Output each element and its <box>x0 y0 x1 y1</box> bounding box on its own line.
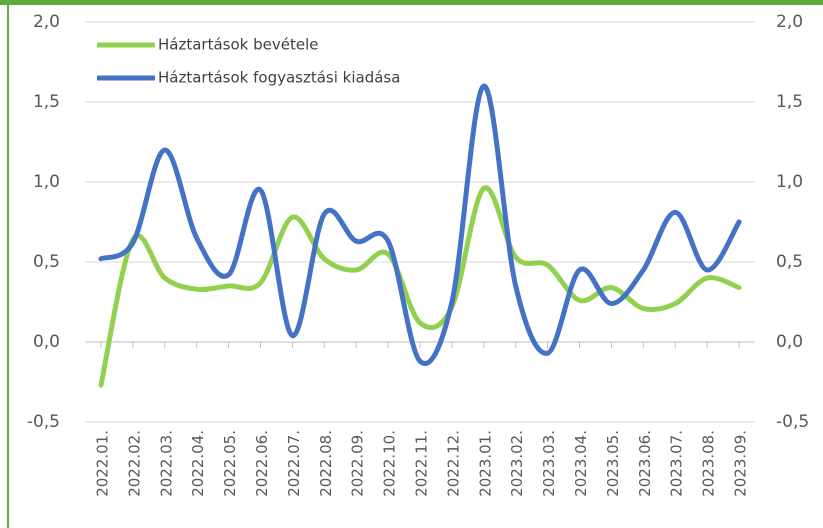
x-tick-label: 2023.09. <box>732 430 750 497</box>
left-border <box>7 0 9 528</box>
x-tick-label: 2023.01. <box>476 430 494 497</box>
y2-tick-label: 1,0 <box>776 172 803 192</box>
series-line <box>98 185 742 388</box>
x-tick-label: 2022.10. <box>381 430 399 497</box>
x-tick-label: 2022.01. <box>93 430 111 497</box>
x-tick-label: 2022.03. <box>157 430 175 497</box>
top-border <box>0 0 823 5</box>
y-tick-label: 1,0 <box>33 172 60 192</box>
y2-tick-label: 0,0 <box>776 332 803 352</box>
x-tick-label: 2022.12. <box>444 430 462 497</box>
x-tick-label: 2022.05. <box>221 430 239 497</box>
y2-tick-label: -0,5 <box>776 412 809 432</box>
x-tick-label: 2023.06. <box>636 430 654 497</box>
y-tick-label: 2,0 <box>33 12 60 32</box>
y-tick-label: 1,5 <box>33 92 60 112</box>
y2-tick-label: 2,0 <box>776 12 803 32</box>
x-tick-label: 2023.05. <box>604 430 622 497</box>
x-tick-label: 2023.03. <box>540 430 558 497</box>
series-line <box>98 83 742 366</box>
x-tick-label: 2022.06. <box>253 430 271 497</box>
x-tick-label: 2022.07. <box>285 430 303 497</box>
x-tick-label: 2023.02. <box>508 430 526 497</box>
x-tick-label: 2022.02. <box>125 430 143 497</box>
y-tick-label: 0,5 <box>33 252 60 272</box>
x-tick-label: 2022.04. <box>189 430 207 497</box>
x-tick-label: 2023.04. <box>572 430 590 497</box>
y-tick-label: 0,0 <box>33 332 60 352</box>
y2-tick-label: 0,5 <box>776 252 803 272</box>
y2-tick-label: 1,5 <box>776 92 803 112</box>
x-tick-label: 2023.08. <box>700 430 718 497</box>
x-tick-label: 2023.07. <box>668 430 686 497</box>
legend-label: Háztartások bevétele <box>158 36 318 54</box>
y-tick-label: -0,5 <box>27 412 60 432</box>
legend-label: Háztartások fogyasztási kiadása <box>158 69 400 87</box>
x-tick-label: 2022.08. <box>317 430 335 497</box>
x-tick-label: 2022.09. <box>349 430 367 497</box>
x-tick-label: 2022.11. <box>413 430 431 497</box>
